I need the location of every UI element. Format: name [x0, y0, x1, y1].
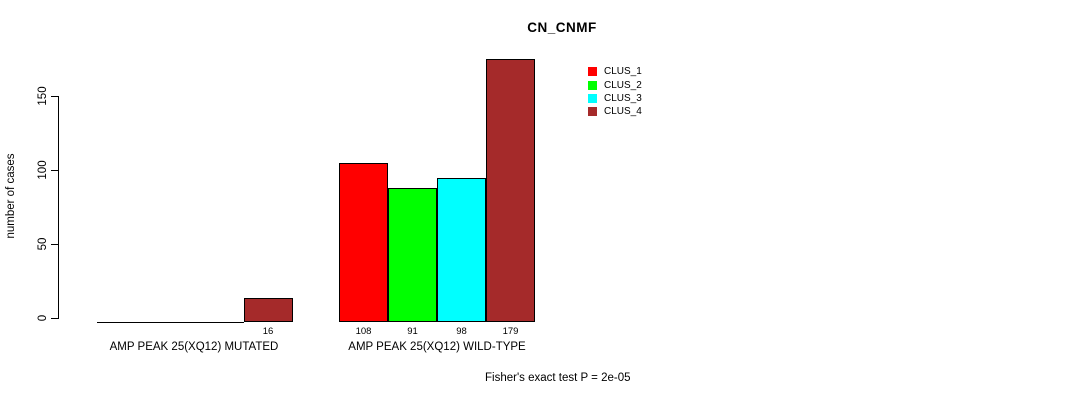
bar-value-label-clus_2-group2: 91 — [407, 326, 418, 337]
bar-clus_4-group1 — [243, 298, 293, 322]
legend: CLUS_1 CLUS_2 CLUS_3 CLUS_4 — [588, 65, 642, 119]
bar-clus_1-group2 — [339, 163, 388, 322]
legend-swatch-clus_2 — [588, 80, 597, 90]
bar-value-label-clus_1-group2: 108 — [355, 326, 372, 337]
legend-label-clus_3: CLUS_3 — [604, 92, 642, 104]
y-axis-line — [58, 96, 59, 319]
y-axis-tick-label-0: 0 — [37, 314, 49, 322]
bar-clus_1-group1 — [96, 322, 146, 323]
bar-clus_2-group2 — [388, 188, 437, 322]
fisher-test-annotation: Fisher's exact test P = 2e-05 — [485, 372, 631, 384]
y-axis-tick-50 — [51, 244, 58, 245]
bar-value-label-clus_4-group2: 179 — [502, 326, 519, 337]
y-axis-tick-label-100: 100 — [37, 160, 49, 180]
bar-clus_3-group2 — [437, 178, 486, 322]
bar-clus_3-group1 — [194, 322, 244, 323]
legend-label-clus_4: CLUS_4 — [604, 106, 642, 118]
y-axis-tick-0 — [51, 318, 58, 319]
y-axis-tick-100 — [51, 170, 58, 171]
legend-item-clus_2: CLUS_2 — [588, 78, 642, 91]
y-axis-tick-150 — [51, 96, 58, 97]
legend-label-clus_1: CLUS_1 — [604, 66, 642, 78]
legend-item-clus_4: CLUS_4 — [588, 105, 642, 118]
legend-item-clus_1: CLUS_1 — [588, 65, 642, 78]
y-axis-tick-label-50: 50 — [37, 237, 49, 251]
legend-item-clus_3: CLUS_3 — [588, 92, 642, 105]
chart-title: CN_CNMF — [527, 20, 597, 35]
bar-value-label-clus_3-group2: 98 — [456, 326, 467, 337]
bar-clus_2-group1 — [145, 322, 195, 323]
legend-swatch-clus_3 — [588, 93, 597, 103]
y-axis-tick-label-150: 150 — [37, 86, 49, 106]
category-label-wild-type: AMP PEAK 25(XQ12) WILD-TYPE — [348, 341, 526, 353]
legend-label-clus_2: CLUS_2 — [604, 79, 642, 91]
bar-clus_4-group2 — [486, 59, 535, 322]
legend-swatch-clus_4 — [588, 107, 597, 117]
category-label-mutated: AMP PEAK 25(XQ12) MUTATED — [109, 341, 279, 353]
bar-value-label-clus_4-group1: 16 — [262, 326, 274, 337]
legend-swatch-clus_1 — [588, 67, 597, 77]
